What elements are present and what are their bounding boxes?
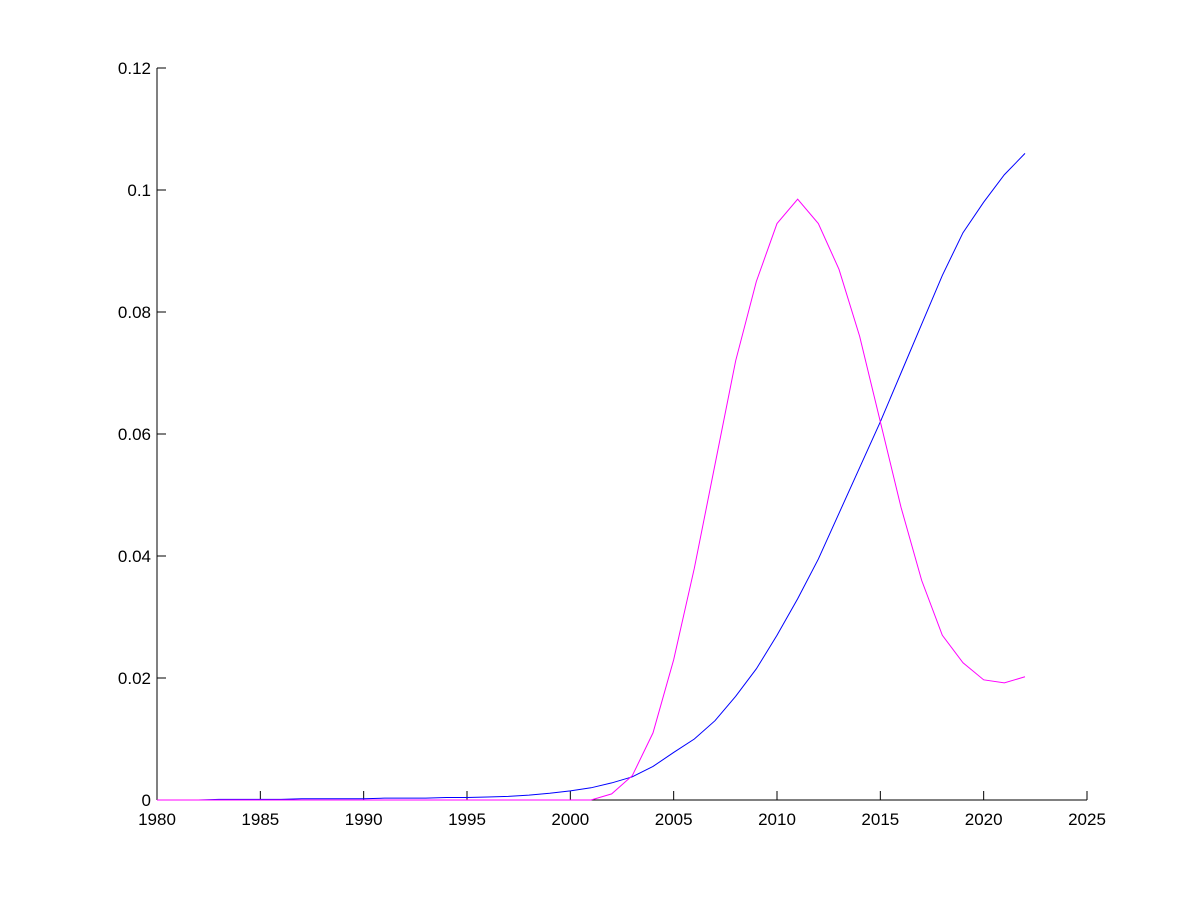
x-tick-label: 2010 bbox=[758, 810, 796, 829]
x-tick-label: 2020 bbox=[965, 810, 1003, 829]
x-tick-label: 2025 bbox=[1068, 810, 1106, 829]
y-tick-label: 0.08 bbox=[118, 303, 151, 322]
y-tick-label: 0.02 bbox=[118, 669, 151, 688]
x-tick-label: 1980 bbox=[138, 810, 176, 829]
x-tick-label: 2015 bbox=[861, 810, 899, 829]
x-tick-label: 1990 bbox=[345, 810, 383, 829]
series-line bbox=[157, 198, 1026, 801]
x-tick-label: 2000 bbox=[551, 810, 589, 829]
series-line bbox=[157, 153, 1026, 801]
y-tick-label: 0.1 bbox=[127, 181, 151, 200]
y-tick-label: 0 bbox=[142, 791, 151, 810]
x-tick-label: 1985 bbox=[241, 810, 279, 829]
y-tick-label: 0.12 bbox=[118, 59, 151, 78]
y-tick-label: 0.04 bbox=[118, 547, 151, 566]
x-tick-label: 2005 bbox=[655, 810, 693, 829]
y-tick-label: 0.06 bbox=[118, 425, 151, 444]
x-tick-label: 1995 bbox=[448, 810, 486, 829]
